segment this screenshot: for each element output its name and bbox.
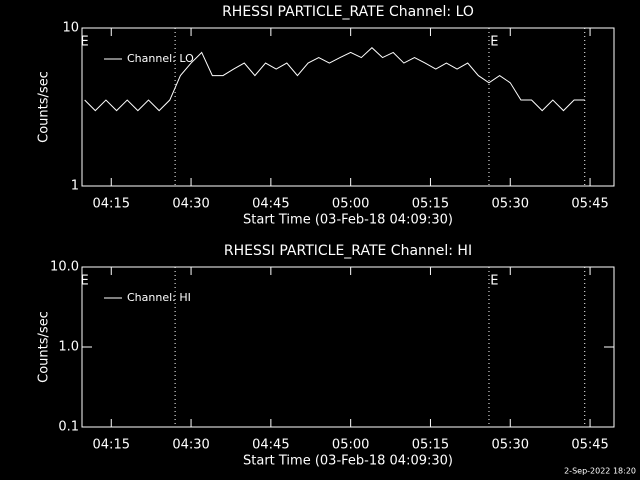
x-tick-label: 05:00 (332, 197, 369, 212)
legend-label: Channel: HI (127, 291, 191, 304)
y-tick-label: 0.1 (58, 420, 79, 435)
y-tick-label: 1.0 (58, 340, 79, 355)
chart-title: RHESSI PARTICLE_RATE Channel: LO (222, 4, 474, 20)
footer: 2-Sep-2022 18:20 (564, 467, 636, 476)
x-axis-label: Start Time (03-Feb-18 04:09:30) (243, 213, 453, 228)
annotation: E (81, 35, 89, 50)
x-tick-label: 04:45 (252, 197, 289, 212)
x-tick-label: 05:30 (492, 438, 529, 453)
x-tick-label: 05:15 (412, 197, 449, 212)
x-axis-label: Start Time (03-Feb-18 04:09:30) (243, 454, 453, 469)
annotation: E (490, 35, 498, 50)
x-tick-label: 05:00 (332, 438, 369, 453)
x-tick-label: 05:45 (571, 197, 608, 212)
data-line (84, 47, 585, 112)
x-tick-label: 04:45 (252, 438, 289, 453)
x-tick-label: 04:15 (93, 197, 130, 212)
chart-title: RHESSI PARTICLE_RATE Channel: HI (224, 243, 472, 259)
x-tick-label: 04:15 (93, 438, 130, 453)
x-tick-label: 05:45 (571, 438, 608, 453)
y-axis-label: Counts/sec (37, 311, 52, 383)
y-tick-label: 10 (62, 21, 79, 36)
y-tick-label: 1 (71, 179, 79, 194)
y-tick-label: 10.0 (50, 260, 79, 275)
annotation: E (81, 274, 89, 289)
annotation: E (490, 274, 498, 289)
legend-label: Channel: LO (127, 52, 194, 65)
x-tick-label: 04:30 (172, 197, 209, 212)
plot-frame (81, 27, 615, 187)
y-axis-label: Counts/sec (37, 71, 52, 143)
x-tick-label: 05:15 (412, 438, 449, 453)
x-tick-label: 05:30 (492, 197, 529, 212)
x-tick-label: 04:30 (172, 438, 209, 453)
